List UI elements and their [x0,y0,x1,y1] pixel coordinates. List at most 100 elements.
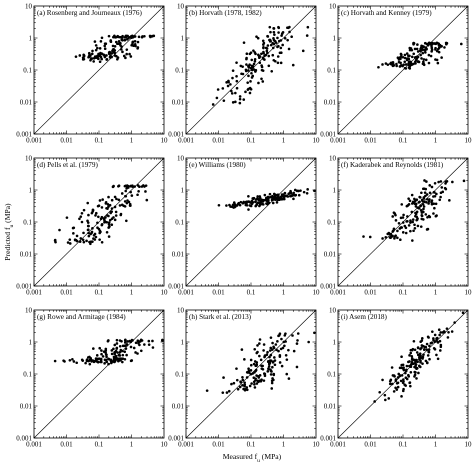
data-point [416,360,419,363]
data-point [238,203,242,207]
data-point [252,62,256,66]
data-point [432,202,436,205]
data-point [430,199,434,202]
data-point [271,361,275,364]
y-tick-label: 1 [181,34,185,42]
data-point [293,194,297,197]
data-point [254,369,257,373]
panel-title: (e) Williams (1980) [189,161,246,169]
data-point [245,52,249,56]
panel-3: 0.001 0.01 0.1 1 10 0.001 0.01 0.1 1 10 (c) Horvat… [320,2,472,144]
y-tick-label: 10 [177,2,185,10]
data-point [124,189,128,193]
data-point [205,389,209,392]
y-tick-label: 0.01 [172,402,185,410]
data-point [419,360,422,364]
x-tick-label: 10 [161,137,169,145]
data-point [395,388,399,391]
data-point [409,229,412,233]
data-point [405,368,408,372]
data-point [260,64,263,67]
data-point [222,376,225,379]
data-point [431,330,434,333]
data-point [262,51,265,55]
x-tick-label: 1 [130,137,134,145]
data-point [129,345,133,349]
panel-title: (f) Kaderabek and Reynolds (1981) [341,161,444,169]
data-point [211,103,215,106]
data-point [266,370,270,373]
data-point [82,240,86,244]
data-point [267,54,271,58]
data-point [271,341,274,345]
data-point [399,216,403,220]
x-tick-label: 0.001 [330,441,346,449]
data-point [118,350,122,354]
data-point [296,339,299,342]
data-point [97,204,101,208]
data-point [277,31,280,34]
data-point [254,200,257,203]
data-point [268,25,272,29]
data-point [215,96,219,100]
data-point [416,50,420,53]
data-point [99,217,103,221]
data-point [278,353,282,357]
data-point [115,346,119,350]
data-point [400,374,404,377]
data-point [276,36,279,40]
x-tick-label: 0.001 [26,441,42,449]
y-tick-label: 1 [29,186,33,194]
data-point [390,366,394,369]
data-point [423,48,427,52]
data-point [439,195,442,199]
data-point [287,377,291,380]
data-point [392,211,396,214]
data-point [247,208,250,211]
data-point [151,339,154,343]
y-tick-label: 10 [177,306,185,314]
data-point [263,374,267,378]
y-tick-label: 0.001 [168,130,184,138]
x-tick-label: 10 [161,289,169,297]
data-point [96,46,99,50]
data-point [272,373,276,377]
data-point [136,193,139,197]
data-point [404,63,408,66]
data-point [75,234,79,238]
x-tick-label: 0.01 [364,441,377,449]
data-point [268,38,272,42]
data-point [235,75,238,78]
panel-8: 0.001 0.01 0.1 1 10 0.001 0.01 0.1 1 10 (h) Stark … [168,306,320,448]
data-point [421,203,425,206]
data-point [437,46,441,50]
y-tick-label: 10 [25,306,33,314]
data-point [112,216,115,219]
x-axis-label-sub: u [257,458,260,464]
data-point [445,327,449,330]
data-point [258,204,261,208]
data-point [110,223,114,227]
data-point [266,195,270,199]
data-point [112,347,115,351]
data-point [297,193,301,197]
data-point [422,187,426,191]
data-point [257,56,261,59]
data-point [261,364,264,368]
data-point [274,343,278,346]
data-point [124,56,127,60]
data-point [412,339,416,343]
data-point [255,202,259,206]
data-point [247,69,250,72]
data-point [117,184,120,188]
data-point [104,347,108,351]
x-tick-label: 1 [282,137,286,145]
data-point [119,44,122,47]
data-point [253,60,257,63]
data-point [295,342,299,345]
data-point [243,381,246,384]
one-to-one-line [33,5,165,135]
data-point [283,37,287,40]
data-point [103,42,107,45]
